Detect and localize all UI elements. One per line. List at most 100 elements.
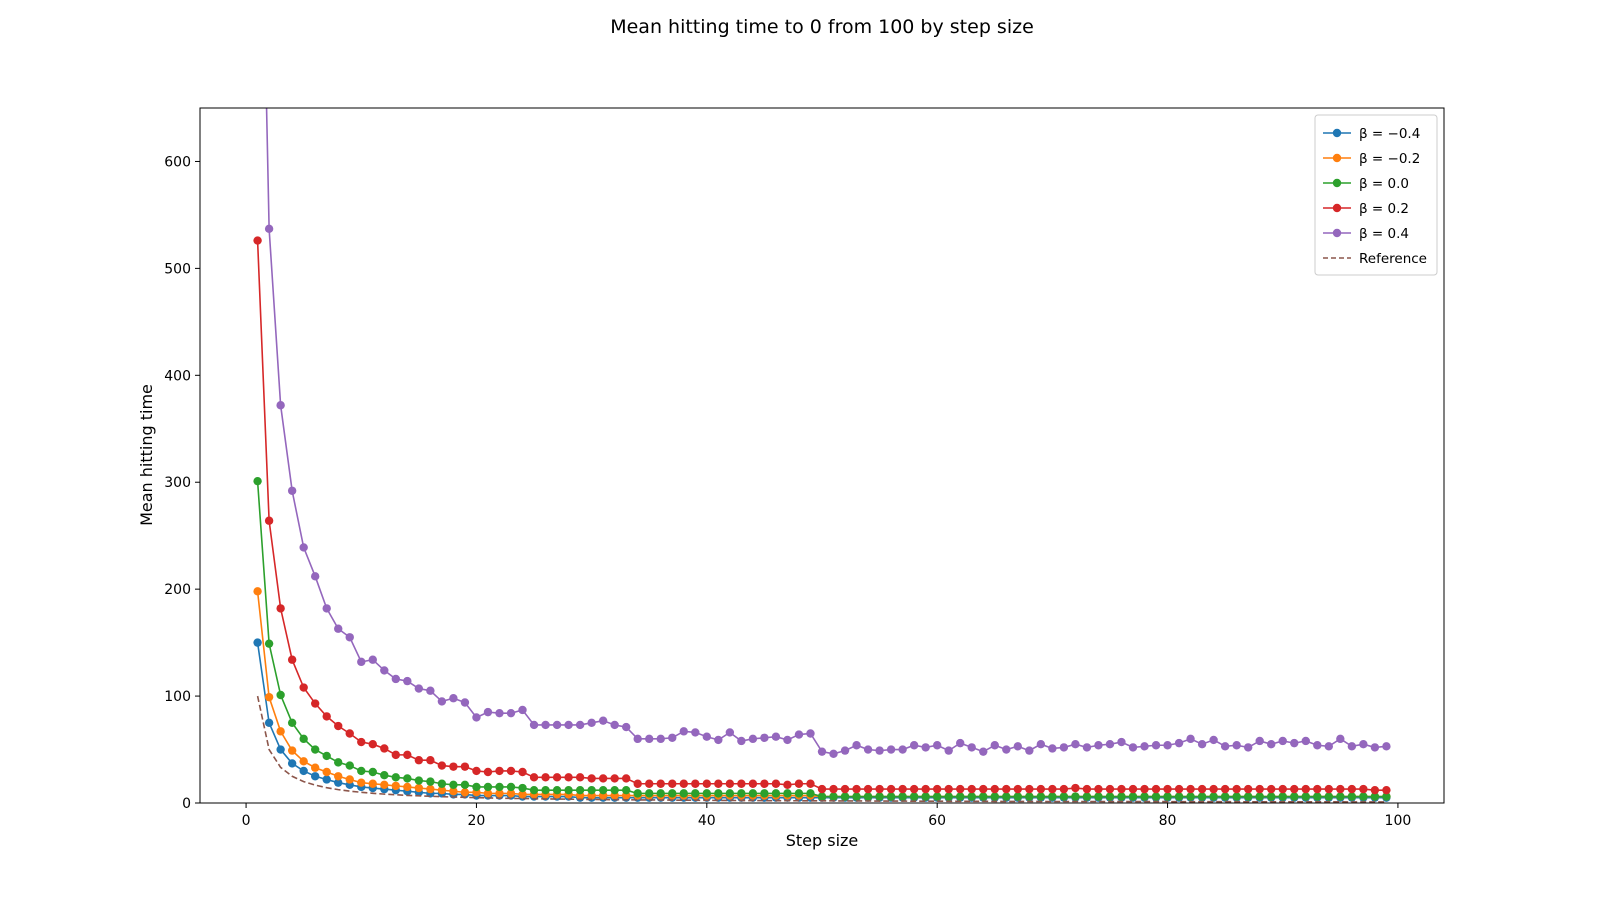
data-point <box>668 779 677 788</box>
data-point <box>921 792 930 801</box>
data-point <box>1036 784 1046 794</box>
data-point <box>1255 784 1264 794</box>
data-point <box>483 782 493 792</box>
data-point <box>932 792 942 801</box>
data-point <box>863 745 873 754</box>
data-point <box>1290 792 1299 801</box>
data-point <box>1082 743 1092 752</box>
data-point <box>737 779 746 788</box>
data-point <box>334 624 343 633</box>
data-point <box>990 784 999 794</box>
data-point <box>506 766 516 776</box>
data-point <box>483 789 493 798</box>
data-point <box>345 729 354 738</box>
data-point <box>449 780 458 790</box>
data-point <box>253 476 262 486</box>
data-point <box>414 684 424 693</box>
x-tick-label: 40 <box>698 813 716 829</box>
data-point <box>944 746 953 755</box>
data-point <box>334 721 343 731</box>
data-point <box>449 694 458 703</box>
data-point <box>1082 792 1092 801</box>
y-tick-label: 100 <box>164 689 191 705</box>
data-point <box>598 774 608 783</box>
data-point <box>621 774 631 783</box>
data-point <box>1278 736 1287 746</box>
data-point <box>748 789 758 798</box>
data-point <box>1209 784 1218 794</box>
legend-label: β = 0.4 <box>1359 226 1409 242</box>
y-tick-label: 500 <box>164 261 191 277</box>
data-point <box>403 676 412 686</box>
data-point <box>852 741 861 750</box>
data-point <box>529 720 539 730</box>
data-point <box>1232 741 1241 750</box>
data-point <box>979 784 988 794</box>
data-point <box>645 789 654 798</box>
data-point <box>1267 739 1276 749</box>
data-point <box>956 738 965 748</box>
data-point <box>737 789 746 798</box>
data-point <box>1267 784 1276 794</box>
data-point <box>518 705 527 715</box>
data-point <box>426 756 435 765</box>
data-point <box>1301 784 1310 794</box>
data-point <box>1243 792 1253 801</box>
data-point <box>506 789 516 798</box>
data-point <box>932 741 942 750</box>
data-point <box>979 792 988 801</box>
data-point <box>898 792 907 801</box>
data-point <box>921 784 930 794</box>
data-point <box>310 699 320 708</box>
data-point <box>817 792 827 801</box>
y-tick-label: 600 <box>164 154 191 170</box>
data-point <box>794 779 804 788</box>
data-point <box>1071 792 1080 801</box>
data-point <box>391 773 401 782</box>
data-point <box>783 780 792 790</box>
data-point <box>760 779 769 788</box>
data-point <box>1255 736 1264 746</box>
data-point <box>1128 743 1138 752</box>
data-point <box>1105 784 1115 794</box>
data-point <box>391 750 401 760</box>
data-point <box>1117 737 1126 747</box>
series-line <box>256 642 1387 799</box>
data-point <box>264 516 274 525</box>
data-point <box>702 779 712 788</box>
series-line <box>256 591 1387 798</box>
data-point <box>990 792 999 801</box>
data-point <box>460 698 470 707</box>
data-point <box>691 789 700 798</box>
data-point <box>299 766 308 776</box>
data-point <box>1347 784 1357 794</box>
data-point <box>1324 742 1334 751</box>
data-point <box>1290 738 1299 748</box>
x-axis: 0 20 40 60 80 100 <box>242 803 1411 829</box>
data-point <box>633 789 642 798</box>
data-point <box>264 692 274 702</box>
data-point <box>334 778 343 787</box>
series-5 <box>264 108 1391 759</box>
data-point <box>368 767 377 777</box>
data-point <box>460 788 470 797</box>
data-point <box>702 732 712 741</box>
data-point <box>691 728 700 737</box>
y-axis: 0 100 200 300 400 500 600 <box>164 154 200 812</box>
data-point <box>875 792 884 801</box>
data-point <box>529 773 539 782</box>
data-point <box>1048 792 1057 801</box>
data-point <box>1278 792 1287 801</box>
data-point <box>1094 784 1103 794</box>
data-point <box>679 789 688 798</box>
data-point <box>1370 785 1380 795</box>
data-point <box>1048 744 1057 753</box>
data-point <box>1370 743 1380 752</box>
data-point <box>1324 784 1334 794</box>
data-point <box>691 779 700 788</box>
data-point <box>587 774 596 783</box>
data-point <box>264 718 274 728</box>
data-point <box>1002 792 1011 801</box>
data-point <box>1209 792 1218 801</box>
data-point <box>1117 792 1126 801</box>
